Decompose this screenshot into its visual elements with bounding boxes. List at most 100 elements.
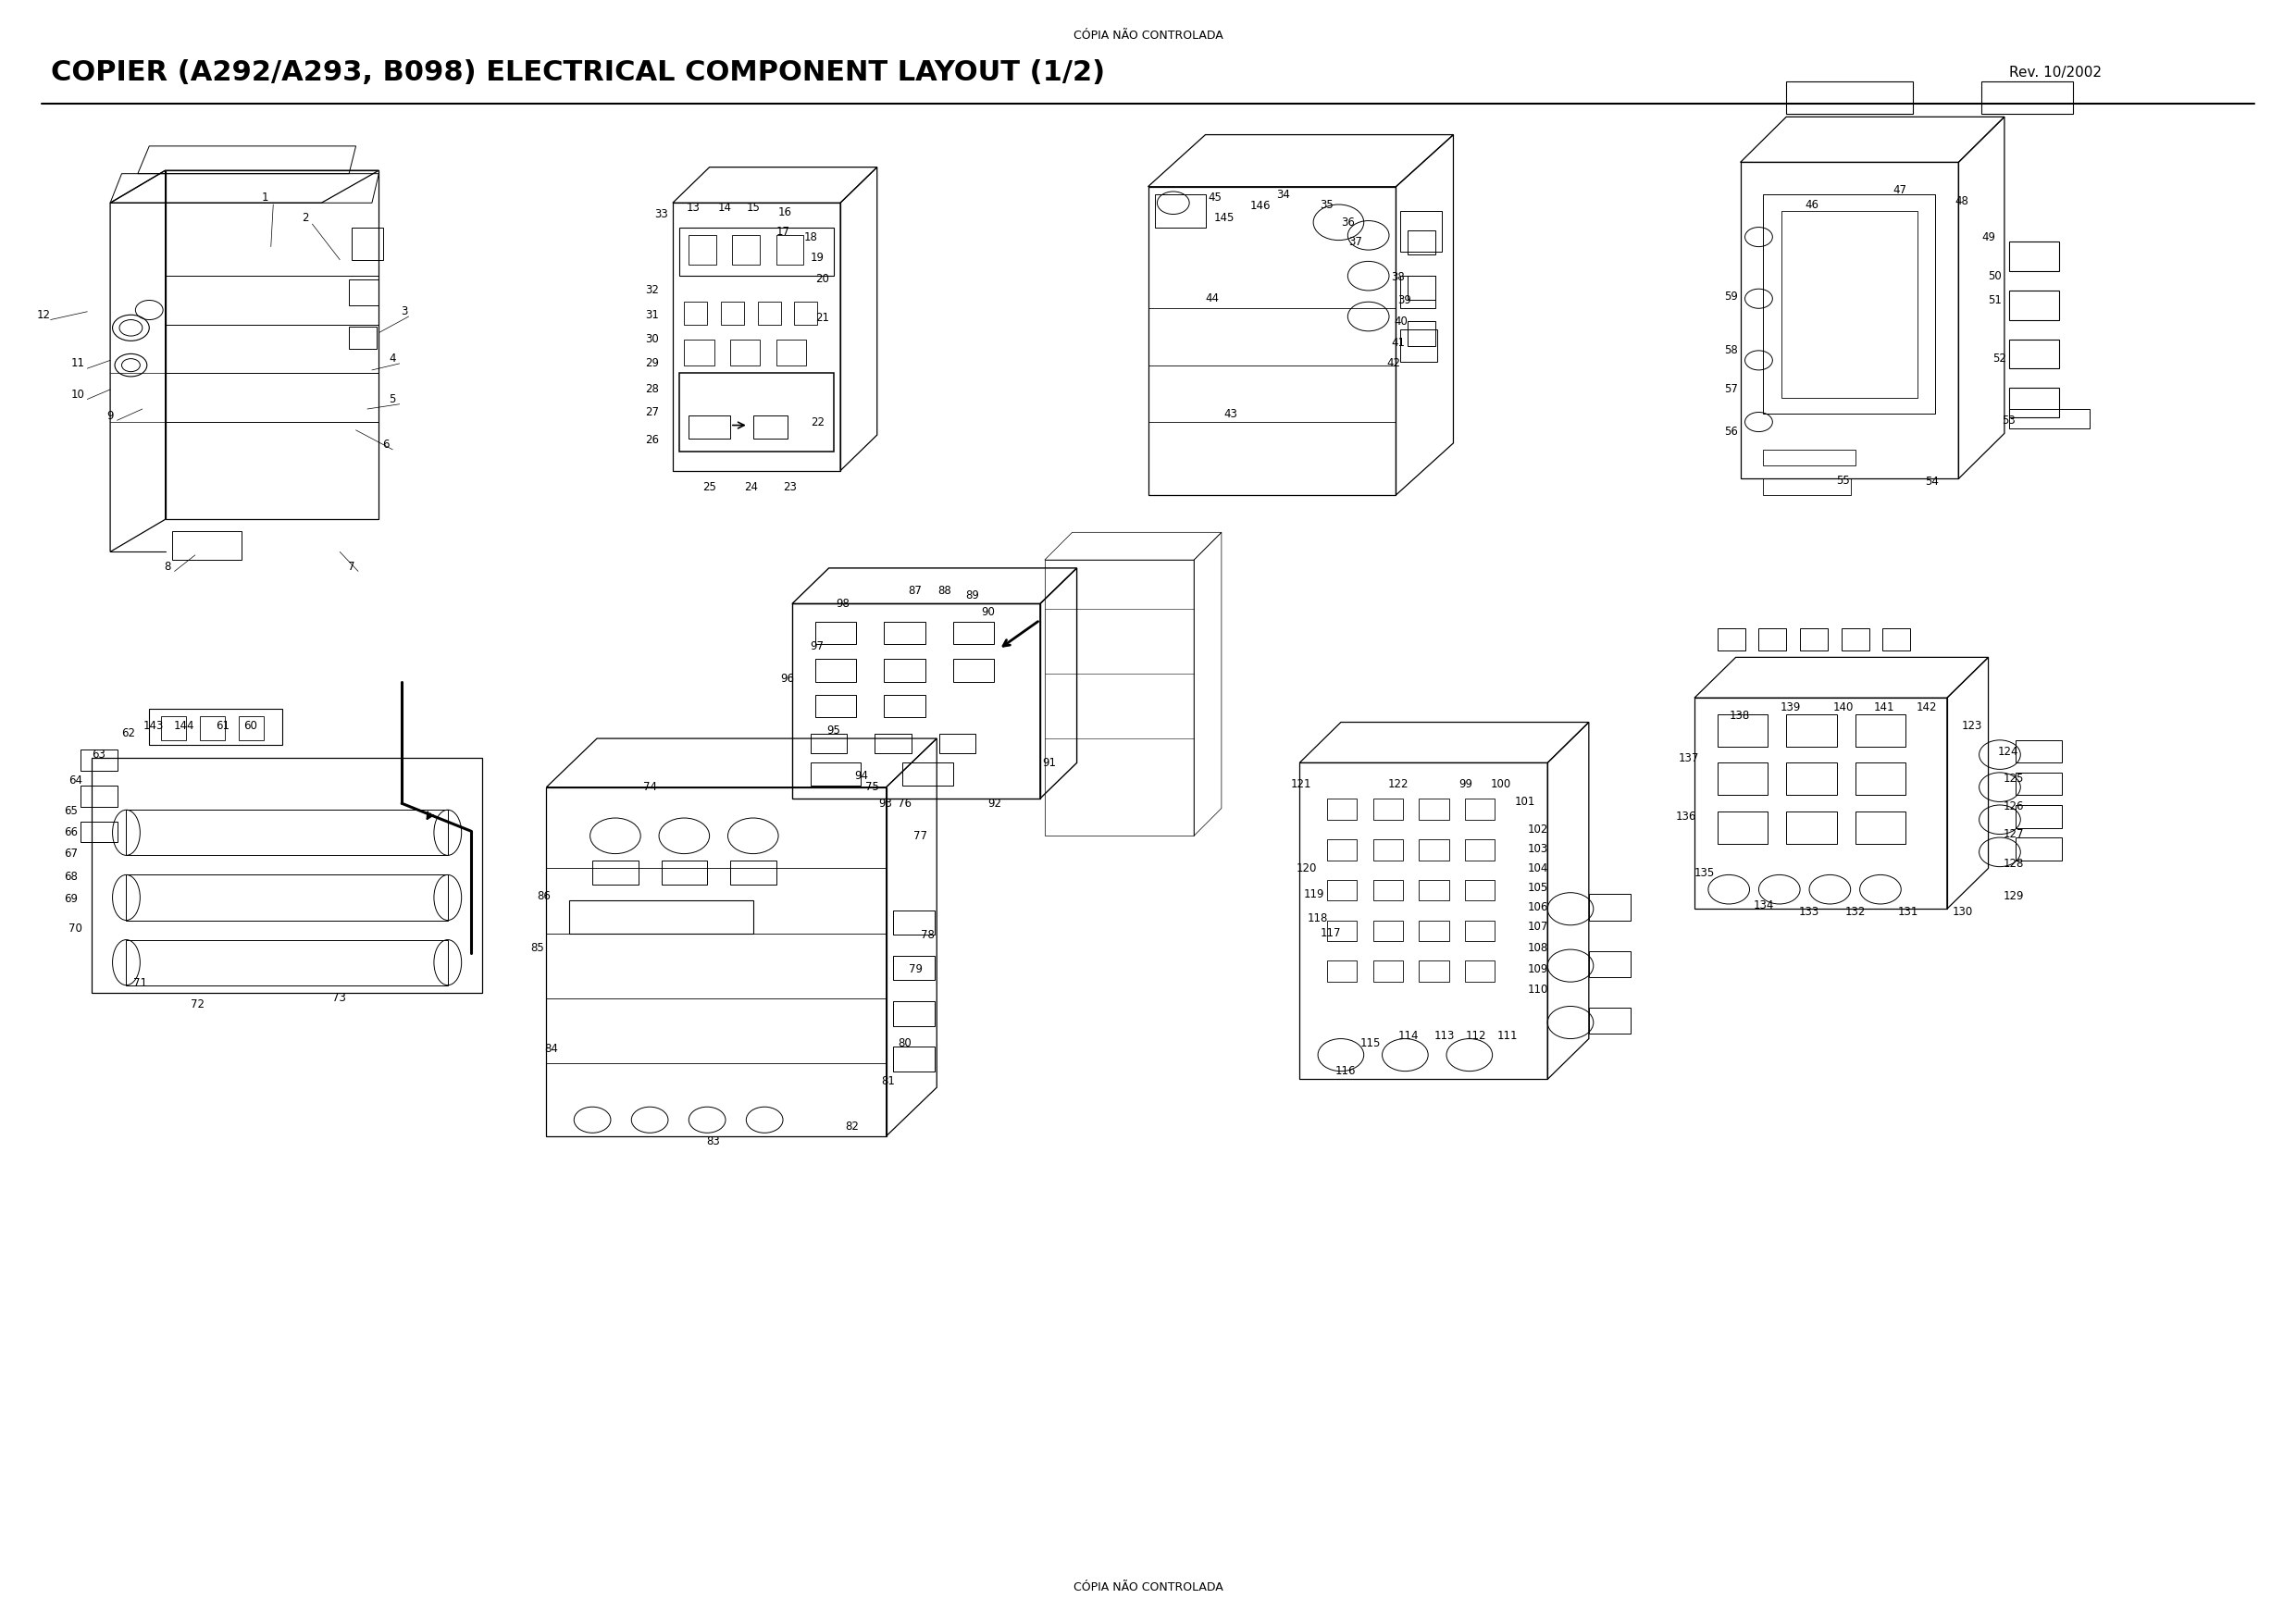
Text: 31: 31 [645,308,659,321]
Bar [1786,81,1913,114]
Text: 17: 17 [776,226,790,239]
Bar [80,750,117,771]
Text: 125: 125 [2002,773,2025,786]
Bar [349,326,377,349]
Text: 89: 89 [967,589,978,602]
Text: 64: 64 [69,774,83,787]
Text: 124: 124 [1998,745,2018,758]
Text: 14: 14 [716,201,732,214]
Text: 44: 44 [1205,292,1219,305]
Text: 111: 111 [1497,1029,1518,1042]
Text: 69: 69 [64,893,78,906]
Text: 83: 83 [707,1134,719,1147]
Text: 25: 25 [703,480,716,493]
Text: 128: 128 [2002,857,2025,870]
Bar [592,860,638,885]
Bar [1407,230,1435,255]
Bar [1327,839,1357,860]
Text: 137: 137 [1678,751,1699,764]
Bar [1855,714,1906,747]
Text: 49: 49 [1981,230,1995,243]
Text: 127: 127 [2002,828,2025,841]
Bar [721,302,744,325]
Text: 30: 30 [645,333,659,346]
Text: 21: 21 [815,312,829,325]
Bar [2009,409,2089,428]
Bar [2016,773,2062,795]
Text: 66: 66 [64,826,78,839]
Text: 96: 96 [781,672,794,685]
Text: 112: 112 [1465,1029,1488,1042]
Text: COPIER (A292/A293, B098) ELECTRICAL COMPONENT LAYOUT (1/2): COPIER (A292/A293, B098) ELECTRICAL COMP… [51,60,1104,86]
Bar [1327,961,1357,982]
Bar [884,695,925,717]
Bar [875,734,912,753]
Text: 129: 129 [2002,889,2025,902]
Text: 65: 65 [64,805,78,818]
Text: 84: 84 [544,1042,558,1055]
Bar [161,716,186,740]
Bar [902,763,953,786]
Bar [1800,628,1828,651]
Text: 33: 33 [654,208,668,221]
Text: 8: 8 [165,560,170,573]
Bar [239,716,264,740]
Bar [1465,920,1495,941]
Bar [1401,276,1435,308]
Text: 3: 3 [402,305,406,318]
Bar [2016,837,2062,860]
Text: 135: 135 [1694,867,1715,880]
Bar [2009,388,2060,417]
Text: 60: 60 [243,719,257,732]
Bar [758,302,781,325]
Text: 100: 100 [1490,777,1511,790]
Text: 85: 85 [530,941,544,954]
Text: 133: 133 [1800,906,1818,919]
Text: 28: 28 [645,383,659,396]
Text: 32: 32 [645,284,659,297]
Bar [1407,321,1435,346]
Text: 101: 101 [1513,795,1536,808]
Bar [1855,812,1906,844]
Text: 38: 38 [1391,271,1405,284]
Text: 131: 131 [1896,906,1919,919]
Bar [1327,920,1357,941]
Text: 86: 86 [537,889,551,902]
Text: 59: 59 [1724,291,1738,304]
Bar [1327,880,1357,901]
Bar [815,622,856,644]
Text: 77: 77 [914,829,928,842]
Text: 136: 136 [1676,810,1697,823]
Text: 80: 80 [898,1037,912,1050]
Text: 18: 18 [804,230,817,243]
Text: 1: 1 [262,192,269,204]
Bar [1759,628,1786,651]
Text: 13: 13 [687,201,700,214]
Bar [893,956,934,980]
Text: 132: 132 [1844,906,1867,919]
Text: 41: 41 [1391,336,1405,349]
Text: CÓPIA NÃO CONTROLADA: CÓPIA NÃO CONTROLADA [1072,1581,1224,1594]
Bar [1373,920,1403,941]
Text: 29: 29 [645,357,659,370]
Text: 118: 118 [1306,912,1329,925]
Bar [1407,276,1435,300]
Bar [1782,211,1917,398]
Bar [1763,195,1936,414]
Text: 114: 114 [1398,1029,1419,1042]
Text: 90: 90 [983,605,994,618]
Text: 139: 139 [1779,701,1802,714]
Bar [1717,628,1745,651]
Bar [884,622,925,644]
Bar [1419,920,1449,941]
Text: 134: 134 [1752,899,1775,912]
Text: 142: 142 [1915,701,1938,714]
Bar [1419,880,1449,901]
Bar [689,235,716,265]
Text: 51: 51 [1988,294,2002,307]
Text: 37: 37 [1350,235,1362,248]
Bar [893,1047,934,1071]
Text: 97: 97 [810,639,824,652]
Text: 16: 16 [778,206,792,219]
Text: 95: 95 [827,724,840,737]
